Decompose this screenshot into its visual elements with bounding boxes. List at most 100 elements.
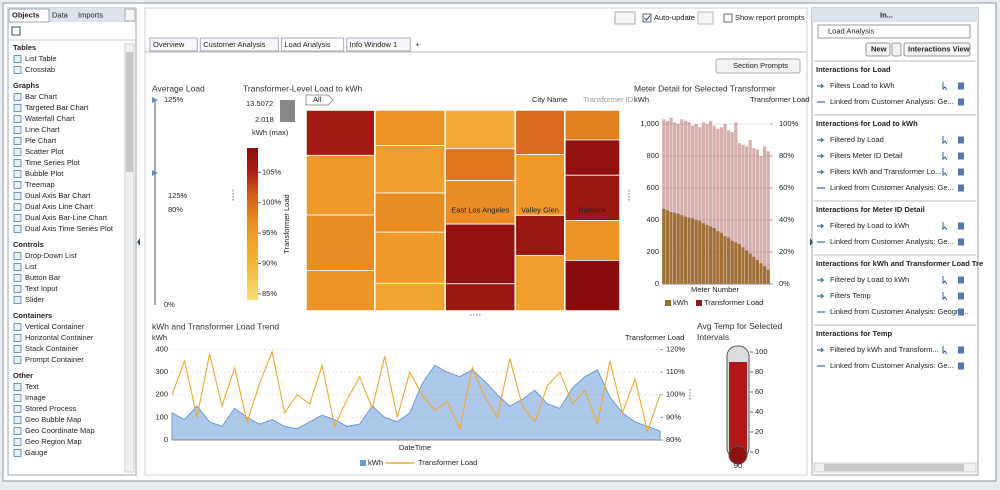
object-item[interactable]: Line Chart [25, 125, 61, 134]
panel-tab[interactable]: Data [52, 10, 69, 19]
bar[interactable] [741, 247, 745, 284]
bar[interactable] [694, 220, 698, 284]
report-tab-box[interactable] [346, 37, 411, 52]
report-tab[interactable]: Overview [153, 40, 185, 49]
delete-icon[interactable] [958, 168, 964, 176]
bar[interactable] [662, 208, 666, 284]
panel-tab[interactable]: Imports [78, 10, 103, 19]
bar[interactable] [698, 127, 702, 284]
bar[interactable] [691, 125, 695, 284]
object-item[interactable]: Stored Process [25, 404, 77, 413]
checkbox-label[interactable]: Show report prompts [735, 13, 805, 22]
scrollbar[interactable] [124, 43, 135, 473]
bar[interactable] [755, 149, 759, 284]
delete-icon[interactable] [958, 184, 964, 192]
treemap-tile[interactable] [305, 109, 376, 156]
delete-icon[interactable] [958, 346, 964, 354]
treemap-tile[interactable] [564, 220, 621, 261]
edit-icon[interactable] [942, 136, 948, 145]
bar[interactable] [734, 122, 738, 285]
bar[interactable] [694, 124, 698, 284]
treemap-tile[interactable] [444, 180, 516, 225]
report-tab-box[interactable] [199, 37, 279, 52]
view-button[interactable] [903, 42, 971, 57]
interaction-item[interactable]: Linked from Customer Analysis: Ge... [830, 237, 954, 246]
treemap-tile[interactable] [444, 283, 516, 312]
bar[interactable] [691, 218, 695, 284]
treemap-tile[interactable] [444, 223, 516, 285]
section-prompts-button[interactable] [715, 58, 801, 74]
bar[interactable] [709, 226, 713, 284]
treemap-tile[interactable] [305, 270, 376, 312]
bar[interactable] [727, 237, 731, 284]
button-label[interactable]: Interactions View [908, 44, 970, 53]
object-item[interactable]: Geo Coordinate Map [25, 426, 95, 435]
treemap-tile[interactable] [444, 148, 516, 182]
bar[interactable] [755, 260, 759, 284]
object-item[interactable]: Geo Region Map [25, 437, 82, 446]
bar[interactable] [719, 232, 723, 284]
area[interactable] [171, 364, 661, 441]
dropdown[interactable] [817, 24, 971, 39]
object-item[interactable]: Image [25, 393, 46, 402]
interaction-item[interactable]: Filtered by Load to kWh [830, 275, 909, 284]
new-menu[interactable] [891, 42, 902, 57]
interaction-item[interactable]: Filters Temp [830, 291, 871, 300]
edit-icon[interactable] [942, 292, 948, 301]
checkbox[interactable] [642, 13, 652, 23]
bar[interactable] [712, 125, 716, 284]
bar[interactable] [687, 122, 691, 285]
bar[interactable] [737, 244, 741, 284]
bar[interactable] [676, 213, 680, 284]
delete-icon[interactable] [958, 222, 964, 230]
bar[interactable] [687, 217, 691, 284]
bar[interactable] [745, 146, 749, 284]
edit-icon[interactable] [942, 276, 948, 285]
object-item[interactable]: Pie Chart [25, 136, 57, 145]
bar[interactable] [669, 212, 673, 284]
object-item[interactable]: Targeted Bar Chart [25, 103, 89, 112]
report-tab[interactable]: Customer Analysis [203, 40, 265, 49]
treemap-tile[interactable] [564, 109, 621, 141]
delete-icon[interactable] [958, 152, 964, 160]
interaction-item[interactable]: Filtered by Load to kWh [830, 221, 909, 230]
treemap-tile[interactable] [444, 109, 516, 150]
panel-tab[interactable]: Objects [12, 10, 40, 19]
bar[interactable] [676, 124, 680, 284]
treemap-tile[interactable] [374, 282, 446, 312]
edit-icon[interactable] [942, 222, 948, 231]
bar[interactable] [665, 210, 669, 284]
interaction-item[interactable]: Filters Meter ID Detail [830, 151, 903, 160]
object-item[interactable]: Waterfall Chart [25, 114, 76, 123]
bar[interactable] [766, 269, 770, 284]
object-item[interactable]: Button Bar [25, 273, 61, 282]
delete-icon[interactable] [958, 136, 964, 144]
treemap-tile[interactable] [514, 254, 566, 312]
object-item[interactable]: Geo Bubble Map [25, 415, 81, 424]
checkbox-label[interactable]: Auto-update [654, 13, 695, 22]
treemap-tile[interactable] [374, 192, 446, 233]
report-tab-box[interactable] [149, 37, 198, 52]
splitter[interactable] [137, 238, 140, 246]
all-button-label[interactable]: All [313, 95, 322, 104]
interaction-item[interactable]: Filters Load to kWh [830, 81, 895, 90]
bar[interactable] [748, 140, 752, 284]
bar[interactable] [683, 120, 687, 284]
delete-icon[interactable] [958, 292, 964, 300]
interaction-item[interactable]: Linked from Customer Analysis: Ge... [830, 361, 954, 370]
bar[interactable] [698, 220, 702, 284]
h-scroll-thumb[interactable] [824, 464, 964, 471]
treemap-tile[interactable] [305, 154, 376, 216]
edit-icon[interactable] [942, 346, 948, 355]
object-item[interactable]: Text [25, 382, 40, 391]
object-item[interactable]: Treemap [25, 180, 55, 189]
treemap-tile[interactable] [514, 214, 566, 256]
button-label[interactable]: New [871, 44, 887, 53]
bar[interactable] [701, 223, 705, 284]
bar[interactable] [752, 256, 756, 284]
object-item[interactable]: Stack Container [25, 344, 79, 353]
interaction-item[interactable]: Filtered by Load [830, 135, 884, 144]
splitter[interactable] [810, 238, 813, 246]
object-item[interactable]: Text Input [25, 284, 58, 293]
delete-icon[interactable] [958, 82, 964, 90]
